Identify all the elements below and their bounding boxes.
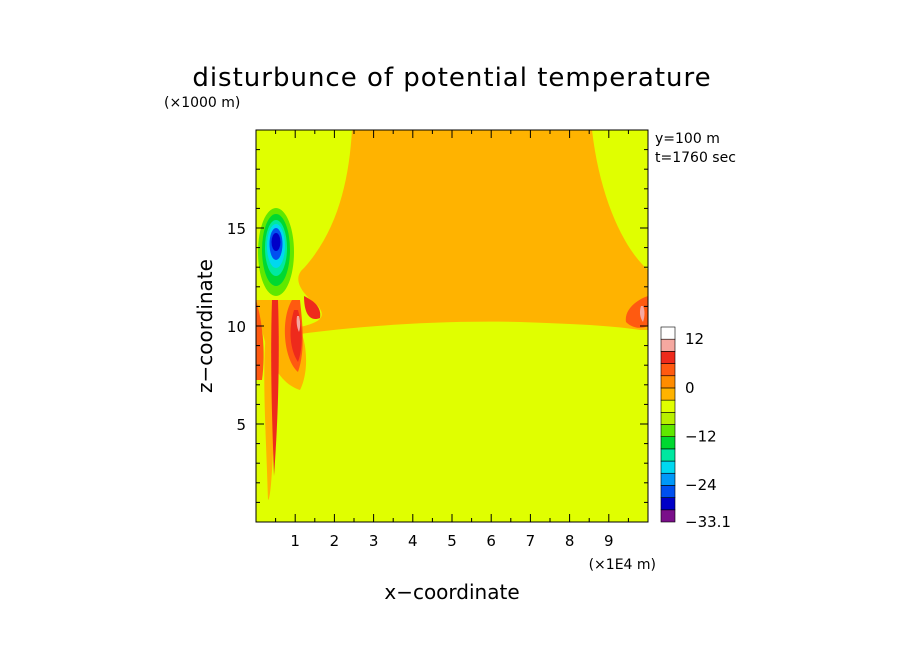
x-axis-ticks: 1 2 3 4 5 6 7 8 9 — [255, 130, 649, 550]
plume-layer-6 — [271, 233, 281, 251]
y-tick-label: 5 — [236, 416, 246, 434]
y-tick-label: 10 — [227, 318, 246, 336]
colorbar-label: −24 — [685, 476, 717, 494]
x-tick-label: 3 — [369, 532, 379, 550]
colorbar-label: 0 — [685, 379, 695, 397]
colorbar-swatch — [660, 424, 676, 437]
colorbar-label: −12 — [685, 427, 717, 445]
region-mid-warm-blob — [304, 296, 321, 320]
colorbar-swatch — [660, 436, 676, 450]
x-tick-label: 8 — [565, 532, 575, 550]
colorbar-swatch — [660, 326, 676, 340]
region-left-warm-edge — [256, 300, 264, 380]
region-left-pink-spot — [296, 316, 301, 332]
colorbar-swatch — [660, 375, 676, 389]
colorbar-swatch — [660, 460, 676, 474]
chart-title: disturbunce of potential temperature — [192, 63, 711, 93]
colorbar-swatch — [660, 485, 676, 498]
region-left-warm-column — [271, 300, 279, 476]
colorbar-swatch — [660, 412, 676, 425]
x-tick-label: 4 — [408, 532, 418, 550]
x-axis-label: x−coordinate — [384, 580, 519, 604]
annotation-t: t=1760 sec — [655, 150, 736, 166]
colorbar-swatch — [660, 509, 676, 523]
region-right-pink-spot — [639, 306, 645, 322]
x-tick-label: 7 — [526, 532, 536, 550]
y-axis-label: z−coordinate — [193, 259, 217, 393]
colorbar-swatch — [660, 363, 676, 377]
colorbar-swatch — [660, 387, 676, 401]
y-tick-label: 15 — [227, 220, 246, 238]
x-tick-label: 1 — [290, 532, 300, 550]
colorbar-swatch — [660, 399, 676, 413]
region-upper-warm — [298, 130, 648, 334]
colorbar-swatch — [660, 448, 676, 462]
x-tick-label: 6 — [486, 532, 496, 550]
x-unit-label: (×1E4 m) — [589, 557, 656, 573]
colorbar-swatch — [660, 472, 676, 486]
colorbar-swatch — [660, 338, 676, 352]
x-tick-label: 5 — [447, 532, 457, 550]
y-unit-label: (×1000 m) — [164, 95, 240, 111]
colorbar-label: 12 — [685, 330, 704, 348]
colorbar: 12 0 −12 −24 −33.1 — [660, 326, 731, 531]
annotation-y: y=100 m — [655, 131, 720, 147]
colorbar-label: −33.1 — [685, 513, 731, 531]
colorbar-swatch — [660, 351, 676, 364]
x-tick-label: 2 — [330, 532, 340, 550]
x-tick-label: 9 — [604, 532, 614, 550]
plot-area — [256, 130, 648, 522]
y-axis-ticks: 5 10 15 — [227, 129, 648, 523]
colorbar-swatch — [660, 497, 676, 511]
